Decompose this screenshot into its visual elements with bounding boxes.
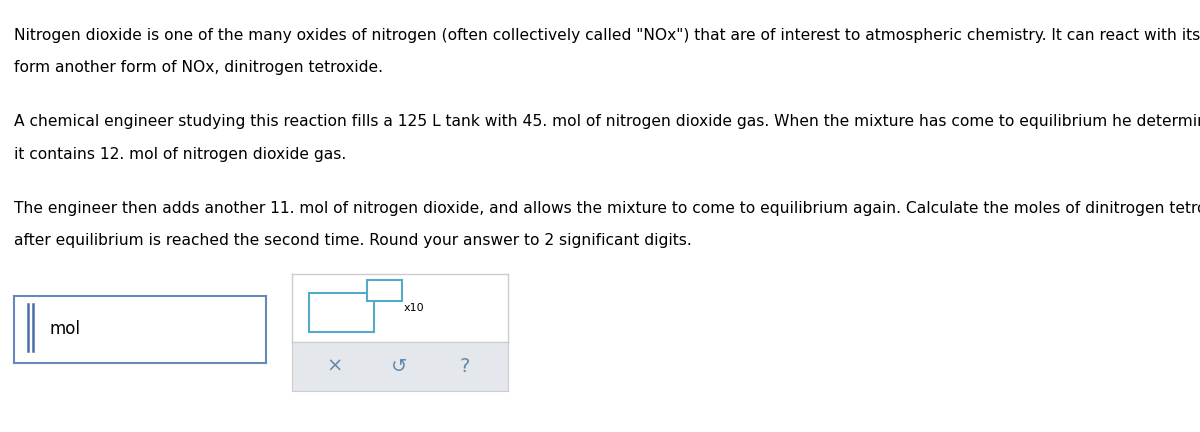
FancyBboxPatch shape (308, 292, 373, 332)
FancyBboxPatch shape (367, 280, 402, 302)
Text: ↺: ↺ (391, 357, 408, 376)
Text: x10: x10 (404, 303, 425, 313)
Text: ?: ? (460, 357, 469, 376)
Text: Nitrogen dioxide is one of the many oxides of nitrogen (often collectively calle: Nitrogen dioxide is one of the many oxid… (14, 28, 1200, 43)
Text: after equilibrium is reached the second time. Round your answer to 2 significant: after equilibrium is reached the second … (14, 233, 692, 248)
Text: mol: mol (49, 321, 80, 338)
Text: it contains 12. mol of nitrogen dioxide gas.: it contains 12. mol of nitrogen dioxide … (14, 147, 347, 162)
Text: ×: × (326, 357, 343, 376)
Text: The engineer then adds another 11. mol of nitrogen dioxide, and allows the mixtu: The engineer then adds another 11. mol o… (14, 201, 1200, 216)
Text: form another form of NOx, dinitrogen tetroxide.: form another form of NOx, dinitrogen tet… (14, 60, 384, 76)
Text: A chemical engineer studying this reaction fills a 125 L tank with 45. mol of ni: A chemical engineer studying this reacti… (14, 114, 1200, 130)
